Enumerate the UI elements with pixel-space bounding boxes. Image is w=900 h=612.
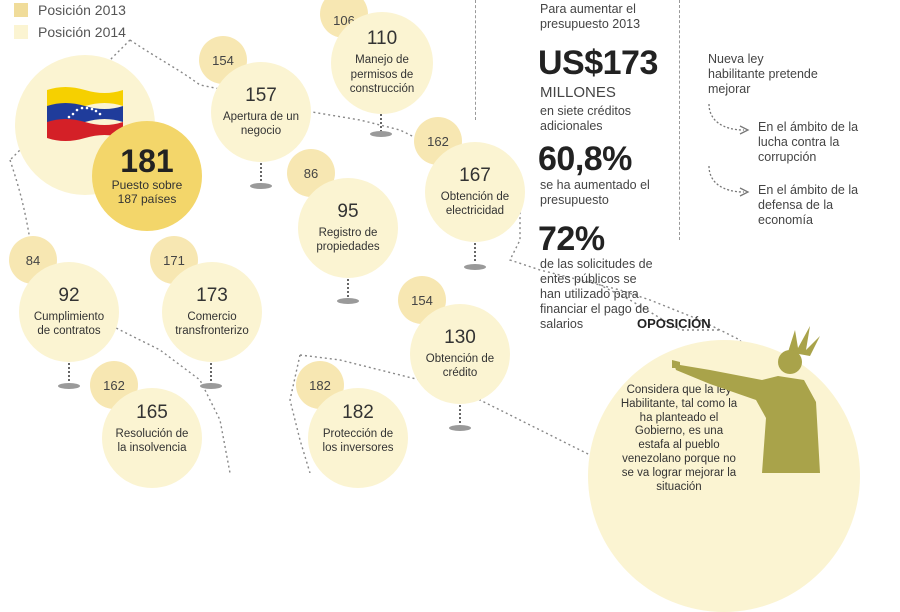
pin-base-contracts (58, 383, 80, 389)
indicator-contracts-label: Cumplimiento de contratos (33, 310, 105, 337)
indicator-insolvency-2014-value: 165 (136, 401, 168, 423)
venezuela-flag-icon (47, 87, 123, 141)
indicator-construction-2014: 110 Manejo de permisos de construcción (331, 12, 433, 114)
arrow-icon-1 (708, 103, 750, 135)
pin-construction (380, 114, 384, 132)
indicator-credit-2014: 130 Obtención de crédito (410, 304, 510, 404)
pin-contracts (68, 363, 72, 381)
indicator-trade-2013: 171 (150, 236, 198, 284)
indicator-business-2013-value: 154 (212, 52, 234, 68)
indicator-property-2014: 95 Registro de propiedades (298, 178, 398, 278)
divider-right (679, 0, 680, 240)
indicator-investors-2014-value: 182 (342, 401, 374, 423)
budget-stat3-value: 72% (538, 220, 605, 258)
indicator-insolvency-2014: 165 Resolución de la insolvencia (102, 388, 202, 488)
indicator-insolvency-label: Resolución de la insolvencia (115, 427, 189, 454)
indicator-trade-2013-value: 171 (163, 252, 185, 268)
indicator-trade-label: Comercio transfronterizo (175, 310, 249, 337)
indicator-contracts-2014: 92 Cumplimiento de contratos (19, 262, 119, 362)
budget-stat1-desc: en siete créditos adicionales (540, 104, 632, 133)
pin-base-property (337, 298, 359, 304)
indicator-business-label: Apertura de un negocio (222, 110, 300, 137)
rank-circle: 181 Puesto sobre 187 países (92, 121, 202, 231)
rank-label: Puesto sobre 187 países (111, 178, 183, 206)
pin-base-credit (449, 425, 471, 431)
indicator-business-2014-value: 157 (245, 84, 277, 106)
indicator-property-2014-value: 95 (337, 200, 359, 222)
divider-left (475, 0, 476, 120)
indicator-electricity-label: Obtención de electricidad (440, 190, 510, 217)
legend-2013: Posición 2013 (14, 2, 126, 18)
indicator-electricity-2014: 167 Obtención de electricidad (425, 142, 525, 242)
legend-label-2013: Posición 2013 (38, 2, 126, 18)
legend-label-2014: Posición 2014 (38, 24, 126, 40)
indicator-property-label: Registro de propiedades (316, 226, 380, 253)
pin-base-construction (370, 131, 392, 137)
arrow-icon-2 (708, 165, 750, 197)
pin-base-electricity (464, 264, 486, 270)
indicator-investors-2013-value: 182 (309, 377, 331, 393)
indicator-property-2013-value: 86 (303, 165, 319, 181)
budget-intro: Para aumentar el presupuesto 2013 (540, 2, 641, 31)
indicator-trade-2014: 173 Comercio transfronterizo (162, 262, 262, 362)
legend-swatch-2013 (14, 3, 28, 17)
law-item1: En el ámbito de la lucha contra la corru… (758, 120, 859, 164)
legend-swatch-2014 (14, 25, 28, 39)
indicator-trade-2014-value: 173 (196, 284, 228, 306)
indicator-contracts-2013-value: 84 (25, 252, 41, 268)
budget-stat3-desc: de las solicitudes de entes públicos se … (540, 257, 653, 331)
indicator-electricity-2013-value: 162 (427, 133, 449, 149)
indicator-credit-label: Obtención de crédito (425, 352, 495, 379)
indicator-construction-2014-value: 110 (366, 28, 398, 50)
budget-stat2-desc: se ha aumentado el presupuesto (540, 178, 650, 207)
pin-electricity (474, 243, 478, 261)
law-intro: Nueva ley habilitante pretende mejorar (708, 52, 818, 96)
indicator-credit-2014-value: 130 (444, 326, 476, 348)
pin-base-trade (200, 383, 222, 389)
pin-business (260, 163, 264, 181)
law-item2: En el ámbito de la defensa de la economí… (758, 183, 859, 227)
speaker-silhouette-icon (672, 326, 820, 473)
pin-credit (459, 405, 463, 423)
budget-stat2-value: 60,8% (538, 140, 632, 178)
legend-2014: Posición 2014 (14, 24, 126, 40)
budget-stat1-unit: MILLONES (540, 84, 616, 101)
indicator-contracts-2014-value: 92 (58, 284, 80, 306)
pin-property (347, 279, 351, 297)
indicator-construction-label: Manejo de permisos de construcción (349, 54, 415, 96)
opposition-title: OPOSICIÓN (637, 316, 711, 331)
indicator-investors-2014: 182 Protección de los inversores (308, 388, 408, 488)
indicator-credit-2013-value: 154 (411, 292, 433, 308)
budget-stat1-value: US$173 (538, 44, 658, 82)
indicator-business-2014: 157 Apertura de un negocio (211, 62, 311, 162)
pin-trade (210, 363, 214, 381)
pin-base-business (250, 183, 272, 189)
rank-number: 181 (120, 143, 174, 180)
indicator-insolvency-2013-value: 162 (103, 377, 125, 393)
indicator-investors-label: Protección de los inversores (322, 427, 394, 454)
indicator-electricity-2014-value: 167 (459, 164, 491, 186)
